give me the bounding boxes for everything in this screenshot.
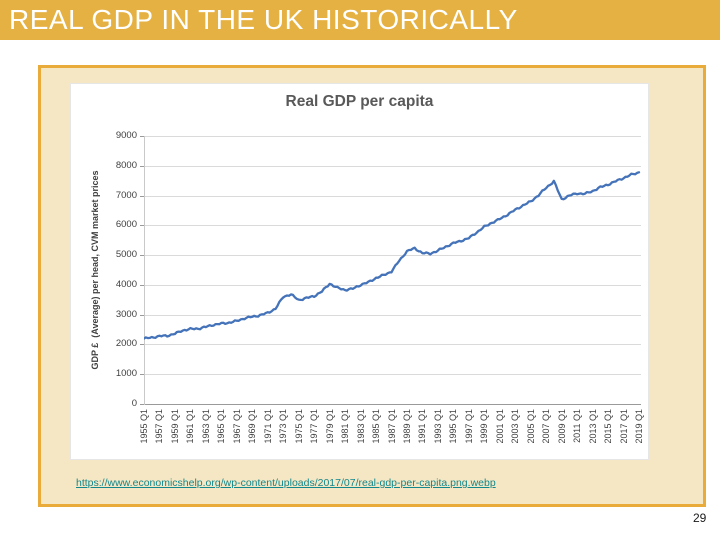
- y-tick-mark: [140, 374, 144, 376]
- x-tick-label: 2003 Q1: [510, 409, 521, 444]
- slide-title: REAL GDP IN THE UK HISTORICALLY: [9, 4, 518, 35]
- x-tick-label: 1959 Q1: [169, 409, 180, 444]
- y-tick-label: 6000: [115, 219, 137, 231]
- x-tick-label: 1985 Q1: [371, 409, 382, 444]
- gdp-line-series: [144, 171, 641, 340]
- y-tick-mark: [140, 404, 144, 405]
- chart-title: Real GDP per capita: [285, 93, 434, 110]
- x-tick-label: 1979 Q1: [324, 409, 335, 444]
- x-tick-label: 1997 Q1: [463, 409, 474, 444]
- x-tick-label: 2019 Q1: [634, 409, 644, 444]
- x-tick-label: 1955 Q1: [139, 409, 149, 444]
- slide-title-bar: REAL GDP IN THE UK HISTORICALLY: [0, 0, 720, 40]
- x-tick-label: 1995 Q1: [448, 409, 459, 444]
- gridline: [144, 225, 641, 227]
- y-tick-label: 5000: [115, 249, 137, 261]
- y-tick-label: 1000: [115, 368, 137, 380]
- y-tick-label: 9000: [115, 130, 137, 141]
- y-tick-label: 0: [131, 398, 137, 409]
- x-tick-label: 1977 Q1: [309, 409, 320, 444]
- y-tick-mark: [140, 225, 144, 227]
- y-tick-mark: [140, 136, 144, 137]
- gridline: [144, 136, 641, 137]
- y-tick-label: 8000: [115, 159, 137, 171]
- y-tick-mark: [140, 314, 144, 316]
- x-tick-label: 1983 Q1: [355, 409, 366, 444]
- x-tick-label: 1989 Q1: [401, 409, 412, 444]
- gridline: [144, 314, 641, 316]
- x-tick-label: 1965 Q1: [216, 409, 227, 444]
- y-tick-mark: [140, 284, 144, 286]
- x-tick-label: 1993 Q1: [432, 409, 443, 444]
- x-tick-label: 2001 Q1: [494, 409, 505, 444]
- x-tick-label: 2007 Q1: [541, 409, 552, 444]
- plot-area: [144, 171, 641, 340]
- x-tick-label: 2015 Q1: [603, 409, 614, 444]
- y-tick-mark: [140, 344, 144, 346]
- x-tick-label: 2011 Q1: [572, 409, 583, 443]
- y-axis-line: [144, 136, 145, 405]
- page-number: 29: [693, 511, 707, 525]
- x-tick-label: 1999 Q1: [479, 409, 490, 444]
- gridline: [144, 284, 641, 286]
- gridline: [144, 374, 641, 376]
- y-tick-mark: [140, 195, 144, 197]
- y-tick-mark: [140, 165, 144, 167]
- gridline: [144, 195, 641, 197]
- x-tick-label: 2005 Q1: [525, 409, 536, 444]
- x-tick-label: 1957 Q1: [154, 409, 165, 444]
- gridline: [144, 255, 641, 257]
- x-tick-label: 2009 Q1: [556, 409, 567, 444]
- y-tick-mark: [140, 255, 144, 257]
- x-tick-label: 2013 Q1: [587, 409, 598, 444]
- source-link[interactable]: https://www.economicshelp.org/wp-content…: [76, 477, 496, 489]
- gridline: [144, 344, 641, 346]
- y-tick-label: 4000: [115, 278, 137, 290]
- gdp-chart: Real GDP per capita GDP £ (Average) per …: [70, 83, 649, 460]
- x-tick-label: 1971 Q1: [262, 409, 273, 444]
- x-tick-label: 1991 Q1: [417, 409, 428, 444]
- x-tick-label: 1987 Q1: [386, 409, 397, 444]
- x-tick-label: 1961 Q1: [185, 409, 196, 444]
- x-tick-label: 1975 Q1: [293, 409, 304, 444]
- x-tick-label: 1973 Q1: [278, 409, 289, 444]
- x-tick-label: 1967 Q1: [231, 409, 242, 444]
- x-axis-line: [144, 404, 641, 405]
- gridline: [144, 165, 641, 167]
- x-tick-label: 1969 Q1: [247, 409, 258, 444]
- y-tick-label: 2000: [115, 338, 137, 350]
- y-axis-title: GDP £ (Average) per head, CVM market pri…: [90, 170, 100, 370]
- x-tick-label: 2017 Q1: [618, 409, 629, 444]
- x-tick-label: 1963 Q1: [200, 409, 211, 444]
- y-tick-label: 3000: [115, 308, 137, 320]
- y-tick-label: 7000: [115, 189, 137, 201]
- x-tick-label: 1981 Q1: [340, 409, 351, 444]
